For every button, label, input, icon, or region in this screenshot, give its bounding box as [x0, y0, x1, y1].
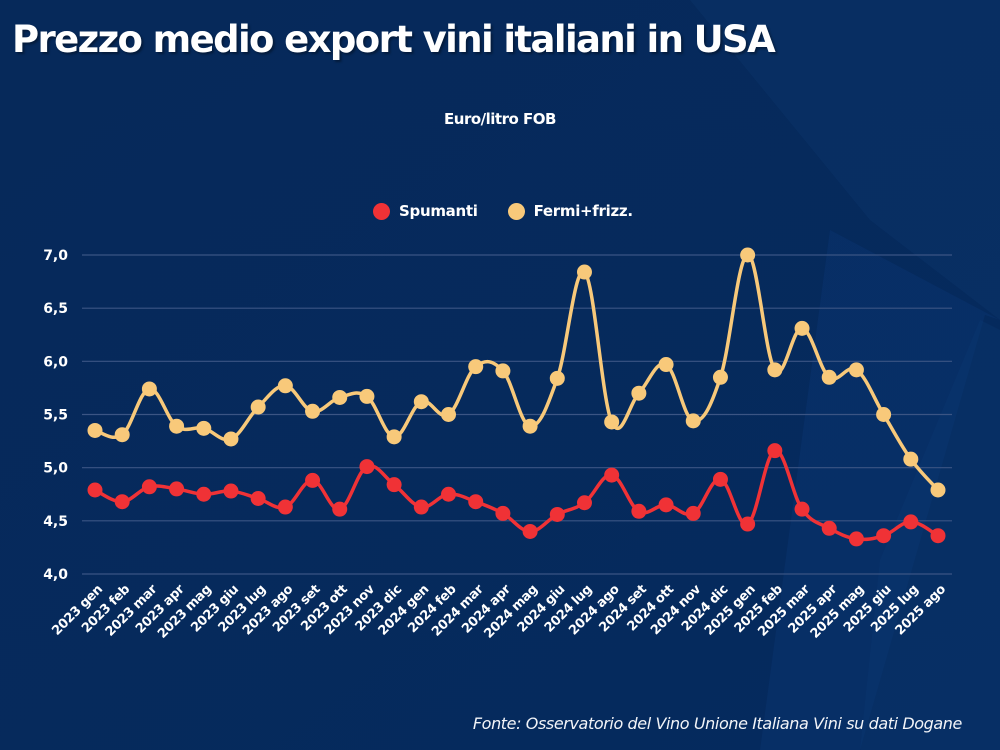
data-point-spumanti[interactable] [740, 516, 756, 532]
data-point-fermi-frizz[interactable] [250, 399, 266, 415]
data-point-spumanti[interactable] [495, 505, 511, 521]
legend-label-spumanti: Spumanti [399, 202, 478, 220]
y-tick-label: 5,5 [43, 408, 68, 424]
series-spumanti [87, 443, 946, 547]
y-tick-label: 6,0 [43, 354, 68, 370]
data-point-spumanti[interactable] [631, 503, 647, 519]
data-point-fermi-frizz[interactable] [658, 357, 674, 373]
data-point-fermi-frizz[interactable] [359, 388, 375, 404]
data-point-spumanti[interactable] [223, 483, 239, 499]
data-point-fermi-frizz[interactable] [685, 413, 701, 429]
data-point-fermi-frizz[interactable] [903, 451, 919, 467]
data-point-spumanti[interactable] [821, 520, 837, 536]
data-point-fermi-frizz[interactable] [141, 381, 157, 397]
y-tick-label: 5,0 [43, 461, 68, 477]
data-point-fermi-frizz[interactable] [576, 264, 592, 280]
legend-marker-fermi-frizz [507, 202, 525, 220]
data-point-spumanti[interactable] [169, 481, 185, 497]
data-point-fermi-frizz[interactable] [332, 389, 348, 405]
series-group [87, 247, 946, 547]
data-point-spumanti[interactable] [930, 528, 946, 544]
source-note: Fonte: Osservatorio del Vino Unione Ital… [472, 714, 963, 733]
data-point-fermi-frizz[interactable] [386, 429, 402, 445]
data-point-spumanti[interactable] [658, 497, 674, 513]
data-point-fermi-frizz[interactable] [305, 403, 321, 419]
y-tick-label: 4,0 [43, 567, 68, 583]
series-line-spumanti [94, 448, 939, 542]
data-point-spumanti[interactable] [685, 505, 701, 521]
data-point-fermi-frizz[interactable] [740, 247, 756, 263]
data-point-fermi-frizz[interactable] [712, 369, 728, 385]
data-point-spumanti[interactable] [386, 477, 402, 493]
data-point-spumanti[interactable] [250, 491, 266, 507]
data-point-spumanti[interactable] [305, 472, 321, 488]
data-point-spumanti[interactable] [767, 443, 783, 459]
data-point-spumanti[interactable] [604, 467, 620, 483]
data-point-fermi-frizz[interactable] [495, 363, 511, 379]
data-point-fermi-frizz[interactable] [821, 369, 837, 385]
data-point-spumanti[interactable] [522, 523, 538, 539]
data-point-fermi-frizz[interactable] [223, 431, 239, 447]
y-tick-label: 6,5 [43, 301, 68, 317]
series-fermi-frizz [87, 247, 946, 498]
data-point-fermi-frizz[interactable] [441, 407, 457, 422]
data-point-fermi-frizz[interactable] [767, 362, 783, 378]
data-point-spumanti[interactable] [196, 486, 212, 502]
data-point-spumanti[interactable] [549, 506, 565, 522]
legend: Spumanti Fermi+frizz. [373, 202, 663, 220]
data-point-spumanti[interactable] [712, 471, 728, 487]
data-point-spumanti[interactable] [332, 501, 348, 517]
data-point-fermi-frizz[interactable] [87, 422, 103, 438]
data-point-fermi-frizz[interactable] [876, 407, 892, 422]
data-point-fermi-frizz[interactable] [631, 385, 647, 401]
data-point-fermi-frizz[interactable] [848, 362, 864, 378]
data-point-fermi-frizz[interactable] [114, 427, 130, 443]
data-point-spumanti[interactable] [903, 514, 919, 530]
legend-item-fermi-frizz[interactable]: Fermi+frizz. [507, 202, 633, 220]
series-line-fermi-frizz [94, 253, 940, 492]
y-tick-label: 4,5 [43, 514, 68, 530]
data-point-fermi-frizz[interactable] [169, 418, 185, 434]
data-point-fermi-frizz[interactable] [277, 378, 293, 394]
data-point-spumanti[interactable] [576, 495, 592, 511]
data-point-spumanti[interactable] [141, 479, 157, 495]
data-point-fermi-frizz[interactable] [794, 320, 810, 336]
data-point-spumanti[interactable] [876, 528, 892, 544]
data-point-fermi-frizz[interactable] [468, 359, 484, 375]
y-tick-label: 7,0 [43, 248, 68, 264]
legend-label-fermi-frizz: Fermi+frizz. [533, 202, 633, 220]
data-point-spumanti[interactable] [794, 501, 810, 517]
data-point-spumanti[interactable] [277, 499, 293, 515]
gridlines [82, 254, 952, 575]
data-point-spumanti[interactable] [848, 531, 864, 547]
chart-subtitle: Euro/litro FOB [444, 110, 556, 128]
data-point-fermi-frizz[interactable] [413, 394, 429, 410]
data-point-spumanti[interactable] [468, 494, 484, 510]
legend-marker-spumanti [373, 202, 390, 220]
chart-title: Prezzo medio export vini italiani in USA [12, 18, 776, 61]
data-point-spumanti[interactable] [359, 459, 375, 475]
legend-item-spumanti[interactable]: Spumanti [373, 202, 478, 220]
data-point-spumanti[interactable] [114, 494, 130, 510]
data-point-fermi-frizz[interactable] [930, 482, 946, 498]
data-point-fermi-frizz[interactable] [196, 420, 212, 436]
data-point-fermi-frizz[interactable] [522, 418, 538, 434]
data-point-spumanti[interactable] [441, 486, 457, 502]
y-axis-ticks: 4,0 4,5 5,0 5,5 6,0 6,5 7,0 [43, 248, 68, 583]
data-point-spumanti[interactable] [413, 499, 429, 515]
data-point-fermi-frizz[interactable] [604, 414, 620, 430]
data-point-spumanti[interactable] [87, 482, 103, 498]
data-point-fermi-frizz[interactable] [549, 370, 565, 386]
